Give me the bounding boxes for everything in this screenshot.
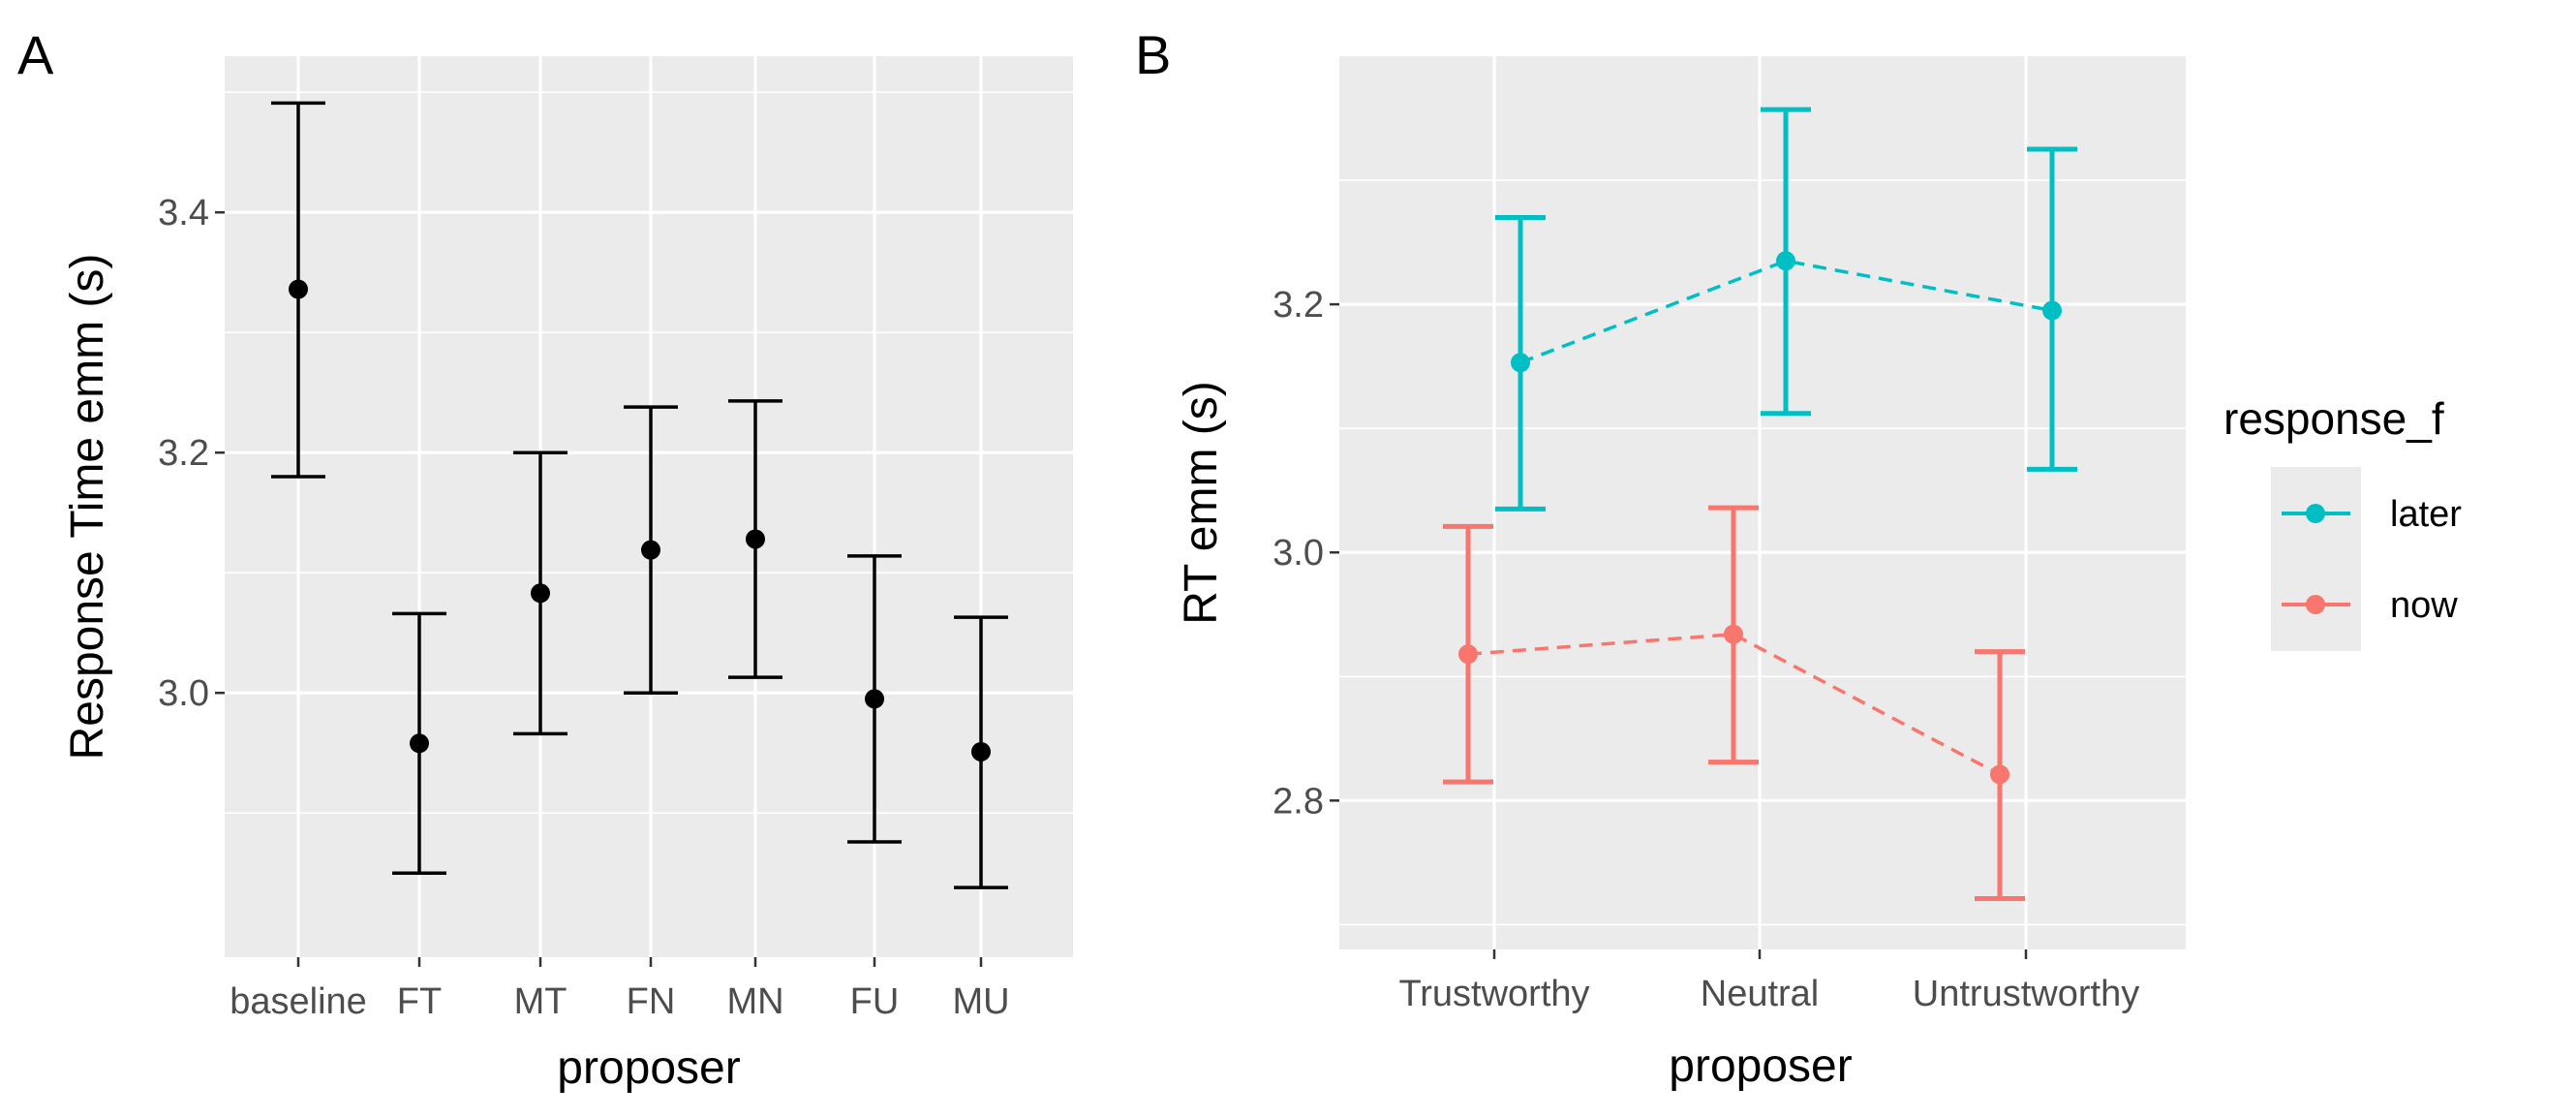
x-tick-label-2: MT: [514, 981, 567, 1022]
point-MN: [746, 529, 765, 549]
x-tick-label-0: Trustworthy: [1398, 974, 1589, 1014]
y-tick-label-1: 3.2: [158, 433, 209, 474]
panel-b-x-axis-title: proposer: [1669, 1040, 1852, 1092]
panel-b-gridlines: [1339, 56, 2186, 949]
x-tick-label-4: MN: [726, 981, 783, 1022]
point-now-Untrustworthy: [1990, 764, 2009, 785]
panel-a-plot-background: [225, 56, 1073, 957]
series-line-later: [1519, 259, 2053, 364]
panel-a-letter: A: [17, 24, 54, 85]
panel-b-x-ticks: Trustworthy Neutral Untrustworthy: [1398, 949, 2139, 1014]
panel-a-x-ticks: baseline FT MT FN MN FU MU: [230, 957, 1010, 1022]
point-FT: [410, 733, 429, 754]
x-tick-label-5: FU: [850, 981, 900, 1022]
x-tick-label-6: MU: [952, 981, 1009, 1022]
point-now-Neutral: [1724, 624, 1743, 644]
panel-b-marks: [1443, 107, 2077, 901]
point-later-Untrustworthy: [2042, 300, 2062, 321]
x-tick-label-1: Neutral: [1701, 974, 1820, 1014]
legend-keys: later now: [2282, 494, 2462, 626]
point-later-Neutral: [1776, 251, 1795, 271]
x-tick-label-3: FN: [627, 981, 676, 1022]
panel-b-plot-background: [1339, 56, 2186, 949]
x-tick-label-1: FT: [397, 981, 442, 1022]
legend: response_f later now: [2223, 393, 2462, 651]
point-FU: [865, 689, 884, 709]
legend-key-point-later: [2306, 504, 2325, 523]
x-tick-label-2: Untrustworthy: [1913, 974, 2139, 1014]
panel-a: A 3.0 3.2 3.4 baseline FT MT FN MN FU MU propose…: [17, 24, 1073, 1094]
point-MT: [531, 583, 550, 604]
panel-a-x-axis-title: proposer: [557, 1042, 740, 1094]
y-tick-label-1: 3.0: [1273, 533, 1324, 574]
point-baseline: [289, 279, 308, 299]
y-tick-label-2: 3.4: [158, 193, 209, 233]
panel-b-letter: B: [1135, 24, 1171, 85]
legend-key-background: [2271, 467, 2361, 651]
y-tick-label-0: 3.0: [158, 673, 209, 714]
point-MU: [971, 741, 991, 761]
legend-key-point-now: [2306, 595, 2325, 614]
panel-b: B 2.8 3.0 3.2 Trustworthy Neutral Untrustwor…: [1135, 24, 2462, 1092]
panel-a-y-axis-title: Response Time emm (s): [62, 254, 113, 761]
y-tick-label-2: 3.2: [1273, 285, 1324, 326]
panel-b-y-ticks: 2.8 3.0 3.2: [1273, 285, 1339, 822]
panel-b-y-axis-title: RT emm (s): [1176, 381, 1227, 625]
legend-label-later: later: [2390, 494, 2462, 535]
legend-title: response_f: [2223, 393, 2444, 444]
point-FN: [641, 540, 660, 560]
legend-label-now: now: [2390, 585, 2458, 626]
point-later-Trustworthy: [1511, 353, 1530, 373]
panel-a-marks: [271, 101, 1008, 889]
panel-a-y-ticks: 3.0 3.2 3.4: [158, 193, 225, 714]
x-tick-label-0: baseline: [230, 981, 367, 1022]
y-tick-label-0: 2.8: [1273, 781, 1324, 822]
point-now-Trustworthy: [1458, 644, 1478, 665]
